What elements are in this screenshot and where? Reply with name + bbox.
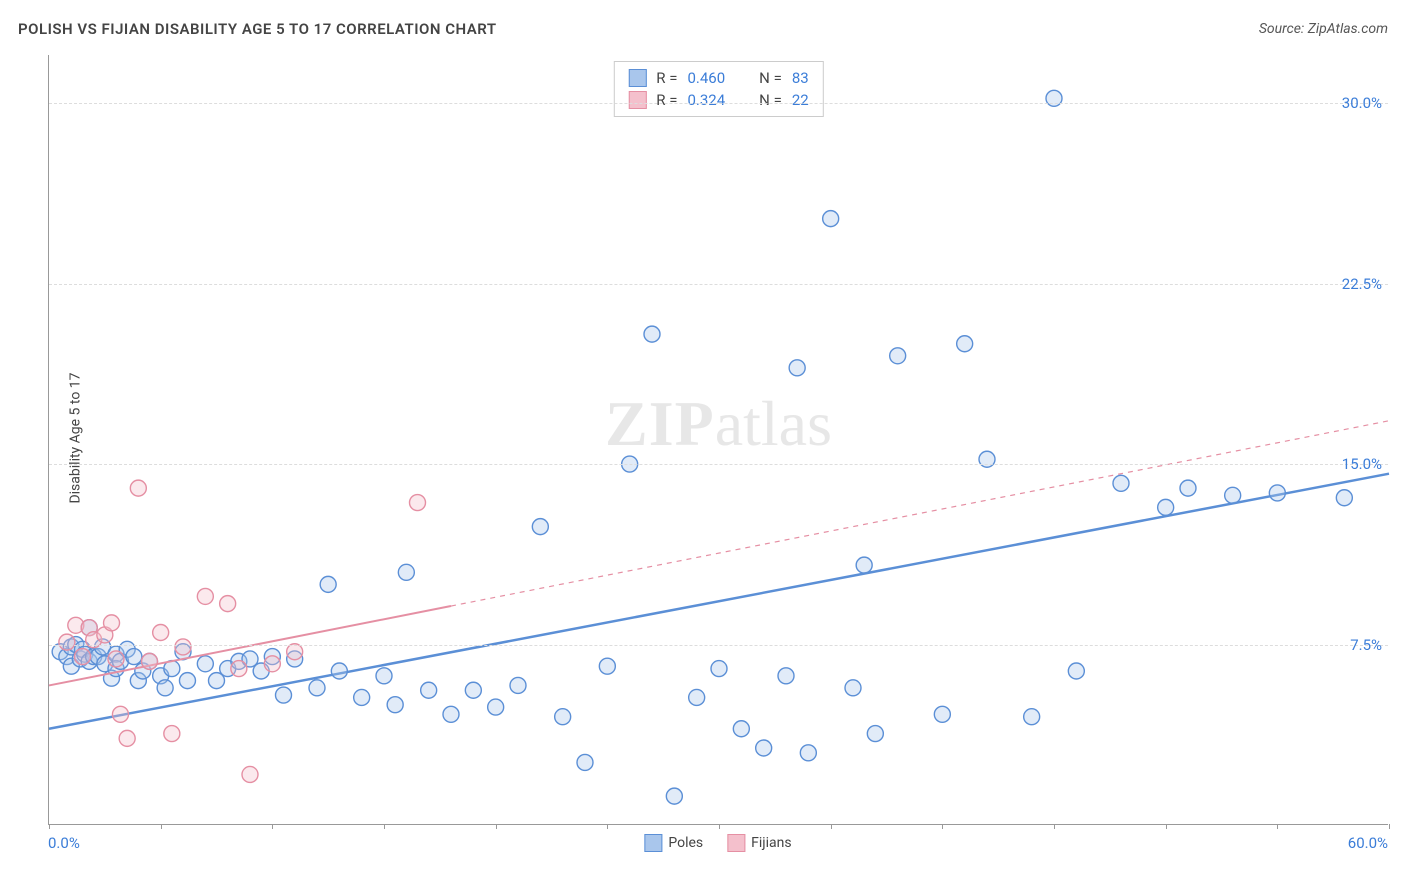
x-tick	[1054, 824, 1055, 829]
x-tick	[1277, 824, 1278, 829]
x-tick	[272, 824, 273, 829]
y-tick-label: 30.0%	[1342, 94, 1382, 112]
legend-label: Poles	[668, 835, 703, 851]
scatter-svg	[49, 55, 1388, 824]
x-axis-labels: 0.0% Poles Fijians 60.0%	[48, 834, 1388, 864]
x-tick	[942, 824, 943, 829]
gridline	[49, 464, 1388, 465]
x-tick	[831, 824, 832, 829]
series-legend: Poles Fijians	[644, 834, 791, 852]
x-tick	[607, 824, 608, 829]
x-tick	[161, 824, 162, 829]
stats-row: R =0.460N =83	[628, 67, 808, 89]
stats-legend-box: R =0.460N =83R =0.324N =22	[613, 61, 823, 117]
stats-row: R =0.324N =22	[628, 89, 808, 111]
legend-swatch	[644, 834, 662, 852]
gridline	[49, 103, 1388, 104]
legend-swatch	[628, 69, 646, 87]
x-tick	[1389, 824, 1390, 829]
legend-swatch	[628, 91, 646, 109]
x-tick	[719, 824, 720, 829]
x-tick	[384, 824, 385, 829]
chart-title: POLISH VS FIJIAN DISABILITY AGE 5 TO 17 …	[18, 20, 497, 38]
x-tick	[49, 824, 50, 829]
y-tick-label: 22.5%	[1342, 275, 1382, 293]
chart-plot-area: ZIPatlas R =0.460N =83R =0.324N =22 7.5%…	[48, 55, 1388, 825]
gridline	[49, 284, 1388, 285]
legend-label: Fijians	[751, 835, 791, 851]
y-tick-label: 15.0%	[1342, 455, 1382, 473]
chart-header: POLISH VS FIJIAN DISABILITY AGE 5 TO 17 …	[18, 20, 1388, 38]
x-axis-end: 60.0%	[1348, 834, 1388, 852]
legend-item: Fijians	[727, 834, 791, 852]
y-tick-label: 7.5%	[1350, 636, 1382, 654]
x-tick	[496, 824, 497, 829]
x-tick	[1166, 824, 1167, 829]
gridline	[49, 645, 1388, 646]
chart-source: Source: ZipAtlas.com	[1259, 21, 1388, 37]
legend-swatch	[727, 834, 745, 852]
x-axis-start: 0.0%	[48, 834, 80, 852]
legend-item: Poles	[644, 834, 703, 852]
